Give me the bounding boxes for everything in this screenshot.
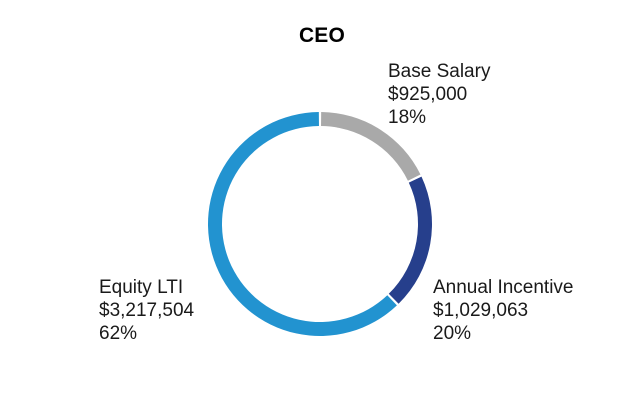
percent-label: 62% <box>99 323 138 344</box>
donut-slice-base-salary <box>321 112 421 181</box>
data-label-equity-lti: Equity LTI $3,217,504 62% <box>99 276 194 345</box>
percent-label: 20% <box>433 323 472 344</box>
value-label: $1,029,063 <box>433 300 529 321</box>
category-label: Annual Incentive <box>433 277 574 298</box>
data-label-annual-incentive: Annual Incentive $1,029,063 20% <box>433 276 574 345</box>
chart-title: CEO <box>298 24 346 47</box>
data-label-base-salary: Base Salary $925,000 18% <box>388 60 490 129</box>
percent-label: 18% <box>388 107 427 128</box>
value-label: $3,217,504 <box>99 300 195 321</box>
value-label: $925,000 <box>388 84 468 105</box>
category-label: Base Salary <box>388 61 491 82</box>
category-label: Equity LTI <box>99 277 184 298</box>
donut-slice-annual-incentive <box>388 176 433 304</box>
donut-slice-equity-lti <box>208 112 397 337</box>
